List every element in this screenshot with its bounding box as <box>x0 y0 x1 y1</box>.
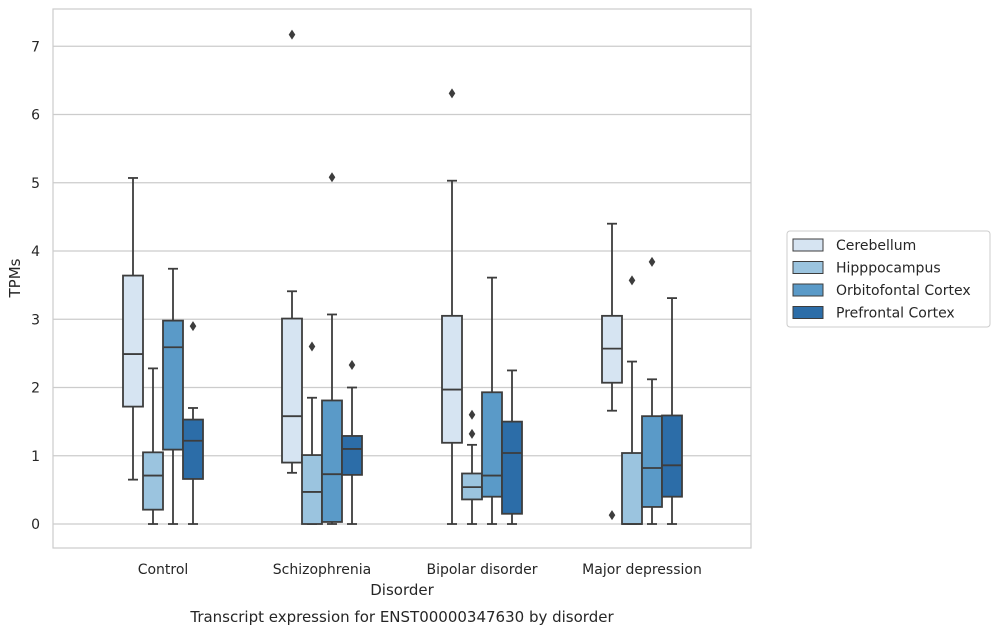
x-axis-label: Disorder <box>370 581 434 599</box>
box <box>142 451 164 511</box>
outlier-point <box>648 256 656 267</box>
y-tick-label: 2 <box>31 381 40 397</box>
box-item <box>481 276 503 525</box>
y-tick-label: 4 <box>31 244 40 260</box>
box <box>621 452 643 525</box>
box-item <box>142 367 164 525</box>
y-tick-label: 0 <box>31 517 40 533</box>
plot-frame <box>52 8 752 549</box>
y-tick-labels: 0 1 2 3 4 5 6 7 <box>31 39 40 533</box>
y-tick-label: 5 <box>31 176 40 192</box>
box-item <box>341 359 363 525</box>
box <box>341 435 363 476</box>
box-item <box>601 222 623 521</box>
box <box>661 414 683 498</box>
outlier-point <box>189 321 197 332</box>
x-tick-label: Bipolar disorder <box>426 562 537 578</box>
legend-swatch <box>792 261 824 274</box>
legend-label: Cerebellum <box>836 238 916 254</box>
outlier-point <box>628 275 636 286</box>
outlier-point <box>468 409 476 420</box>
box-item <box>281 29 303 474</box>
x-tick-labels: Control Schizophrenia Bipolar disorder Majo… <box>138 562 702 578</box>
legend-label: Prefrontal Cortex <box>836 306 955 322</box>
box <box>122 274 144 408</box>
legend: Cerebellum Hipppocampus Orbitofontal Corte… <box>786 230 991 328</box>
series-group <box>162 172 663 525</box>
series-group <box>182 297 683 525</box>
y-tick-label: 6 <box>31 108 40 124</box>
chart-caption: Transcript expression for ENST0000034763… <box>189 608 614 626</box>
box-item <box>122 177 144 481</box>
box-item <box>501 369 523 525</box>
x-tick-label: Control <box>138 562 189 578</box>
box-item <box>162 267 184 525</box>
y-axis-label: TPMs <box>6 258 24 298</box>
box <box>301 454 323 525</box>
outlier-point <box>348 359 356 370</box>
outlier-point <box>308 341 316 352</box>
outlier-point <box>328 172 336 183</box>
outlier-point <box>448 88 456 99</box>
box <box>481 391 503 498</box>
box <box>641 415 663 508</box>
series-group <box>142 275 643 525</box>
y-tick-label: 7 <box>31 39 40 55</box>
outlier-point <box>288 29 296 40</box>
box <box>182 418 204 480</box>
box <box>162 319 184 451</box>
box <box>501 420 523 515</box>
x-tick-label: Major depression <box>582 562 702 578</box>
box <box>281 317 303 464</box>
box-item <box>441 88 463 525</box>
y-tick-label: 3 <box>31 312 40 328</box>
box-item <box>461 409 483 525</box>
legend-label: Orbitofontal Cortex <box>836 283 971 299</box>
box-item <box>182 321 204 525</box>
x-tick-label: Schizophrenia <box>273 562 371 578</box>
legend-swatch <box>792 238 824 252</box>
box-groups <box>122 29 683 525</box>
outlier-point <box>608 510 616 521</box>
series-group <box>122 29 623 525</box>
legend-frame <box>786 230 991 328</box>
legend-label: Hipppocampus <box>836 261 941 277</box>
box <box>441 314 463 444</box>
legend-swatch <box>792 306 824 319</box>
y-tick-label: 1 <box>31 449 40 465</box>
legend-swatch <box>792 283 824 297</box>
box-item <box>661 297 683 525</box>
outlier-point <box>468 428 476 439</box>
box <box>321 399 343 523</box>
